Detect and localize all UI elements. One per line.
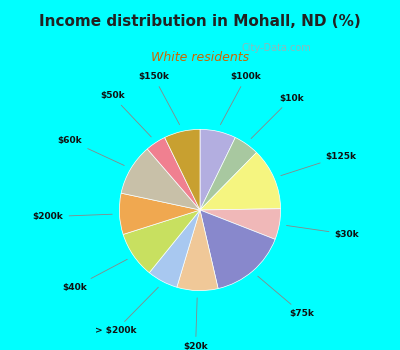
Wedge shape <box>200 153 281 210</box>
Wedge shape <box>147 138 200 210</box>
Text: $20k: $20k <box>183 298 208 350</box>
Wedge shape <box>200 138 256 210</box>
Wedge shape <box>200 209 281 239</box>
Wedge shape <box>149 210 200 287</box>
Text: $200k: $200k <box>33 212 112 221</box>
Text: $50k: $50k <box>100 91 151 137</box>
Text: City-Data.com: City-Data.com <box>241 43 311 52</box>
Text: $150k: $150k <box>138 72 180 125</box>
Text: $125k: $125k <box>281 152 356 176</box>
Text: $40k: $40k <box>62 259 127 292</box>
Text: $10k: $10k <box>251 94 304 139</box>
Text: > $200k: > $200k <box>95 287 158 335</box>
Wedge shape <box>177 210 218 290</box>
Text: $30k: $30k <box>286 225 359 239</box>
Wedge shape <box>121 149 200 210</box>
Wedge shape <box>123 210 200 273</box>
Text: White residents: White residents <box>151 51 249 64</box>
Text: $100k: $100k <box>220 72 262 125</box>
Text: $60k: $60k <box>58 136 124 166</box>
Wedge shape <box>200 210 275 289</box>
Text: Income distribution in Mohall, ND (%): Income distribution in Mohall, ND (%) <box>39 14 361 28</box>
Wedge shape <box>165 130 200 210</box>
Text: $75k: $75k <box>258 276 314 318</box>
Wedge shape <box>200 130 235 210</box>
Wedge shape <box>119 193 200 234</box>
